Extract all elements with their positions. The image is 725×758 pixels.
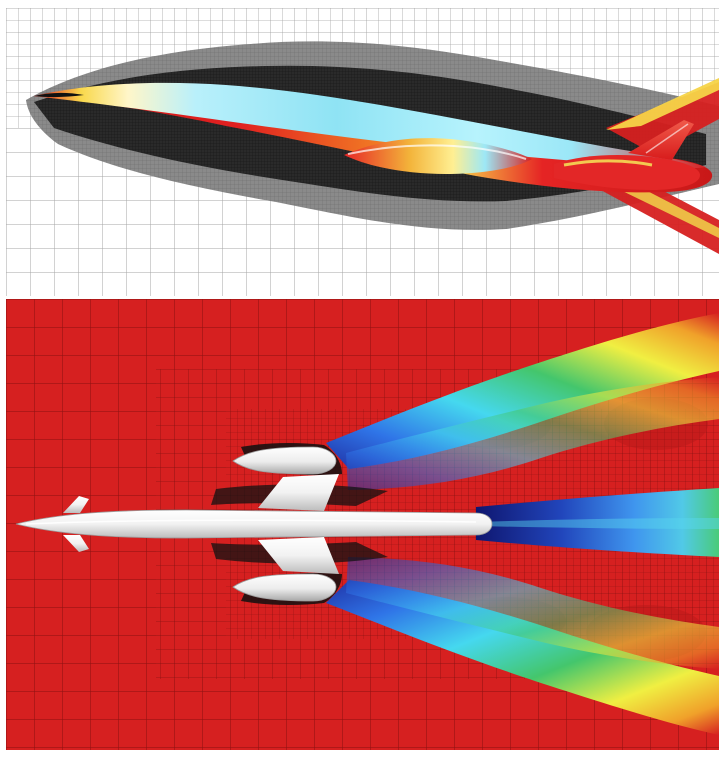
side-view-svg bbox=[6, 8, 719, 296]
lower-wing bbox=[258, 537, 339, 574]
upper-engine-pod bbox=[233, 447, 336, 474]
lower-shock-plume bbox=[326, 580, 719, 735]
upper-wing bbox=[258, 474, 339, 511]
top-panel-side-view bbox=[6, 8, 719, 299]
aft-engine-pod bbox=[554, 154, 700, 190]
fuselage bbox=[16, 510, 492, 538]
center-jet-plume bbox=[476, 488, 719, 557]
tail-fin bbox=[628, 120, 694, 160]
upper-canard bbox=[63, 496, 89, 513]
fuselage-upper-surface bbox=[34, 82, 706, 169]
top-view-svg bbox=[6, 299, 719, 750]
lower-canard bbox=[63, 535, 89, 552]
fuselage-lower-surface bbox=[34, 95, 713, 193]
upper-shock-plume bbox=[326, 313, 719, 469]
bottom-panel-top-view bbox=[6, 299, 719, 750]
lower-engine-pod bbox=[233, 574, 336, 601]
